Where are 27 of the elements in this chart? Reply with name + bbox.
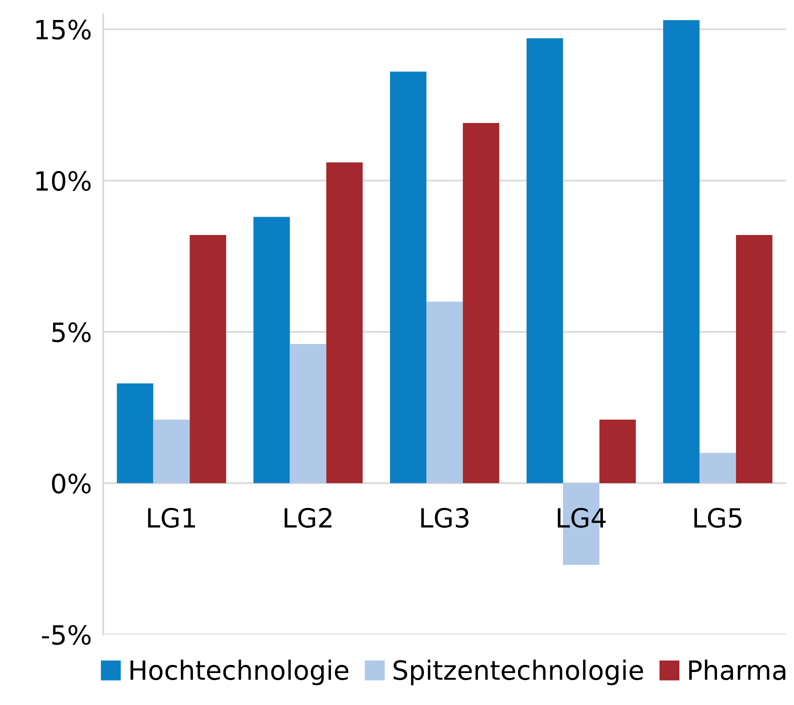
bar bbox=[253, 216, 290, 484]
bar bbox=[290, 344, 326, 484]
x-tick-label: LG4 bbox=[558, 508, 606, 528]
bar bbox=[462, 123, 500, 484]
x-tick-label: LG2 bbox=[284, 508, 332, 528]
bar bbox=[116, 383, 154, 484]
bar bbox=[426, 302, 463, 484]
bar bbox=[599, 420, 636, 484]
x-tick-label: LG3 bbox=[421, 508, 468, 528]
legend-label: Spitzentechnologie bbox=[394, 660, 643, 686]
bar bbox=[700, 452, 736, 484]
y-tick-label: 15% bbox=[36, 20, 91, 40]
bar bbox=[390, 72, 426, 484]
x-tick-label: LG5 bbox=[694, 508, 742, 528]
y-tick-label: 5% bbox=[52, 322, 91, 342]
y-tick-label: 10% bbox=[36, 170, 91, 191]
y-tick-label: 0% bbox=[52, 474, 91, 494]
bar bbox=[663, 20, 700, 484]
bar bbox=[153, 420, 190, 484]
legend-label: Pharma bbox=[689, 660, 786, 680]
bar bbox=[326, 162, 363, 484]
bar bbox=[526, 38, 563, 484]
bar bbox=[736, 235, 772, 484]
y-tick-label: -5% bbox=[42, 624, 91, 645]
bar bbox=[190, 235, 226, 484]
legend-label: Hochtechnologie bbox=[130, 660, 348, 686]
x-tick-label: LG1 bbox=[148, 508, 196, 528]
